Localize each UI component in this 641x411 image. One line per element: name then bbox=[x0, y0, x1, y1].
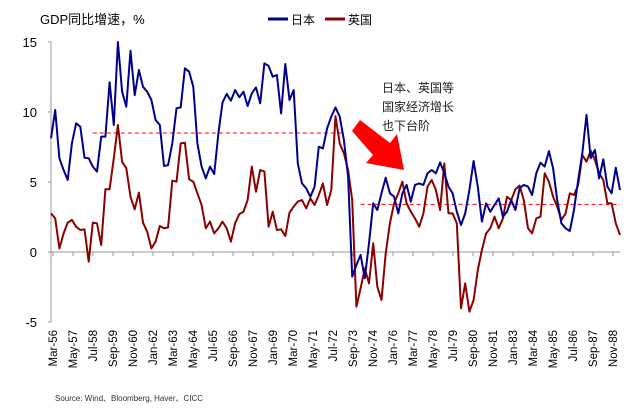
y-tick-label: 5 bbox=[30, 175, 37, 190]
x-tick-label: Jan-83 bbox=[508, 330, 520, 365]
y-axis-title: GDP同比增速，% bbox=[40, 12, 145, 27]
x-tick-label: Mar-70 bbox=[288, 330, 300, 366]
x-tick-label: Jul-58 bbox=[88, 330, 100, 361]
x-tick-label: Jan-76 bbox=[388, 330, 400, 365]
x-tick-label: May-57 bbox=[68, 330, 80, 368]
x-tick-label: May-64 bbox=[188, 329, 200, 368]
x-axis: Mar-56 May-57 Jul-58 Sep-59 Nov-60 Jan-62 Mar-… bbox=[48, 251, 620, 368]
x-tick-label: Sep-73 bbox=[348, 330, 360, 367]
x-tick-label: Mar-77 bbox=[408, 330, 420, 366]
x-tick-label: Jan-69 bbox=[268, 330, 280, 365]
y-tick-label: -5 bbox=[25, 315, 37, 330]
x-tick-label: Nov-74 bbox=[368, 329, 380, 367]
x-tick-label: Jul-86 bbox=[568, 330, 580, 361]
x-tick-label: May-78 bbox=[428, 330, 440, 368]
x-tick-label: Sep-59 bbox=[108, 330, 120, 367]
source-note: Source: Wind、Bloomberg, Haver、CICC bbox=[55, 394, 203, 403]
reference-lines bbox=[92, 132, 620, 205]
legend-label-uk: 英国 bbox=[348, 13, 372, 27]
series-line-uk bbox=[50, 115, 621, 313]
x-tick-label: Sep-80 bbox=[468, 330, 480, 367]
x-tick-label: Sep-87 bbox=[588, 330, 600, 367]
x-tick-label: Jan-62 bbox=[148, 330, 160, 365]
x-tick-label: Nov-81 bbox=[488, 330, 500, 367]
x-tick-label: Nov-67 bbox=[248, 330, 260, 367]
x-tick-label: Sep-66 bbox=[228, 330, 240, 367]
y-axis: 15 10 5 0 -5 bbox=[23, 35, 52, 330]
x-tick-label: Mar-63 bbox=[168, 330, 180, 366]
annotation-line-2: 国家经济增长 bbox=[382, 99, 454, 114]
x-tick-label: Jul-72 bbox=[328, 330, 340, 361]
x-tick-label: Nov-60 bbox=[128, 330, 140, 367]
legend: 日本 英国 bbox=[268, 13, 372, 27]
annotation-line-3: 也下台阶 bbox=[382, 118, 430, 133]
x-tick-label: May-71 bbox=[308, 330, 320, 368]
x-tick-label: Mar-84 bbox=[528, 329, 540, 366]
y-tick-label: 15 bbox=[23, 35, 37, 50]
x-tick-label: Mar-56 bbox=[48, 330, 60, 366]
series-line-japan bbox=[50, 41, 621, 280]
x-tick-label: Jul-79 bbox=[448, 330, 460, 361]
x-tick-label: Jul-65 bbox=[208, 330, 220, 361]
y-tick-label: 0 bbox=[30, 245, 37, 260]
x-tick-label: Nov-88 bbox=[608, 330, 620, 367]
x-tick-label: May-85 bbox=[548, 330, 560, 368]
annotation-line-1: 日本、英国等 bbox=[382, 81, 454, 95]
legend-label-japan: 日本 bbox=[291, 13, 315, 27]
arrow-icon bbox=[352, 120, 404, 170]
y-tick-label: 10 bbox=[23, 105, 37, 120]
series-lines bbox=[50, 41, 621, 313]
